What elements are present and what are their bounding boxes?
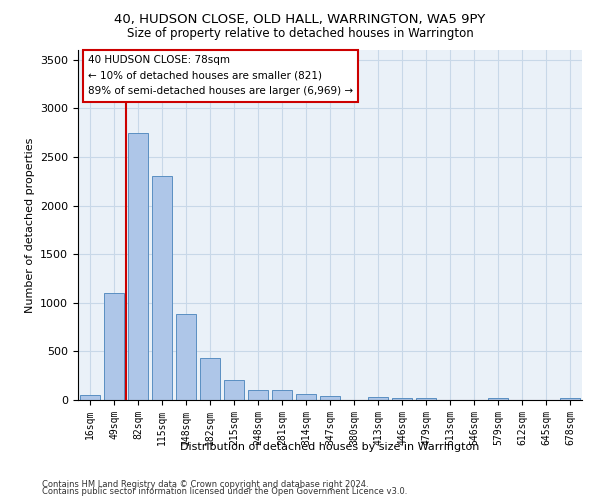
Bar	[104, 293, 124, 400]
Text: Size of property relative to detached houses in Warrington: Size of property relative to detached ho…	[127, 28, 473, 40]
Bar	[488, 398, 508, 400]
Bar	[296, 394, 316, 400]
Text: Distribution of detached houses by size in Warrington: Distribution of detached houses by size …	[181, 442, 479, 452]
Bar	[320, 396, 340, 400]
Bar	[80, 394, 100, 400]
Text: 40 HUDSON CLOSE: 78sqm
← 10% of detached houses are smaller (821)
89% of semi-de: 40 HUDSON CLOSE: 78sqm ← 10% of detached…	[88, 56, 353, 96]
Bar	[248, 390, 268, 400]
Bar	[416, 398, 436, 400]
Text: Contains public sector information licensed under the Open Government Licence v3: Contains public sector information licen…	[42, 487, 407, 496]
Bar	[368, 396, 388, 400]
Bar	[272, 390, 292, 400]
Bar	[392, 398, 412, 400]
Bar	[224, 380, 244, 400]
Bar	[200, 358, 220, 400]
Bar	[128, 132, 148, 400]
Bar	[152, 176, 172, 400]
Y-axis label: Number of detached properties: Number of detached properties	[25, 138, 35, 312]
Bar	[560, 398, 580, 400]
Text: Contains HM Land Registry data © Crown copyright and database right 2024.: Contains HM Land Registry data © Crown c…	[42, 480, 368, 489]
Text: 40, HUDSON CLOSE, OLD HALL, WARRINGTON, WA5 9PY: 40, HUDSON CLOSE, OLD HALL, WARRINGTON, …	[115, 12, 485, 26]
Bar	[176, 314, 196, 400]
